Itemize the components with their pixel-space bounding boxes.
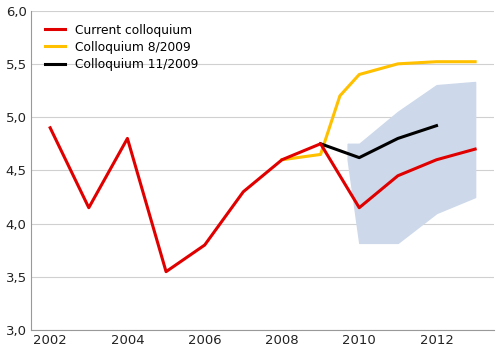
- Current colloquium: [318, 142, 324, 146]
- Current colloquium: [395, 174, 401, 178]
- Colloquium 11/2009: [356, 156, 362, 160]
- Colloquium 8/2009: [337, 94, 343, 98]
- Current colloquium: [356, 205, 362, 210]
- Current colloquium: [240, 190, 246, 194]
- Colloquium 11/2009: [318, 142, 324, 146]
- Legend: Current colloquium, Colloquium 8/2009, Colloquium 11/2009: Current colloquium, Colloquium 8/2009, C…: [42, 20, 202, 75]
- Current colloquium: [163, 270, 169, 274]
- Colloquium 8/2009: [395, 62, 401, 66]
- Current colloquium: [434, 158, 440, 162]
- Colloquium 11/2009: [395, 136, 401, 140]
- Colloquium 8/2009: [472, 60, 478, 64]
- Colloquium 8/2009: [279, 158, 285, 162]
- Colloquium 8/2009: [434, 60, 440, 64]
- Current colloquium: [472, 147, 478, 151]
- Line: Current colloquium: Current colloquium: [50, 128, 475, 272]
- Line: Colloquium 8/2009: Colloquium 8/2009: [282, 62, 475, 160]
- Current colloquium: [279, 158, 285, 162]
- Colloquium 8/2009: [356, 72, 362, 77]
- Current colloquium: [124, 136, 130, 140]
- Colloquium 11/2009: [434, 124, 440, 128]
- Colloquium 8/2009: [318, 152, 324, 156]
- Current colloquium: [86, 205, 92, 210]
- Current colloquium: [47, 126, 53, 130]
- Line: Colloquium 11/2009: Colloquium 11/2009: [320, 126, 436, 158]
- Current colloquium: [202, 243, 207, 247]
